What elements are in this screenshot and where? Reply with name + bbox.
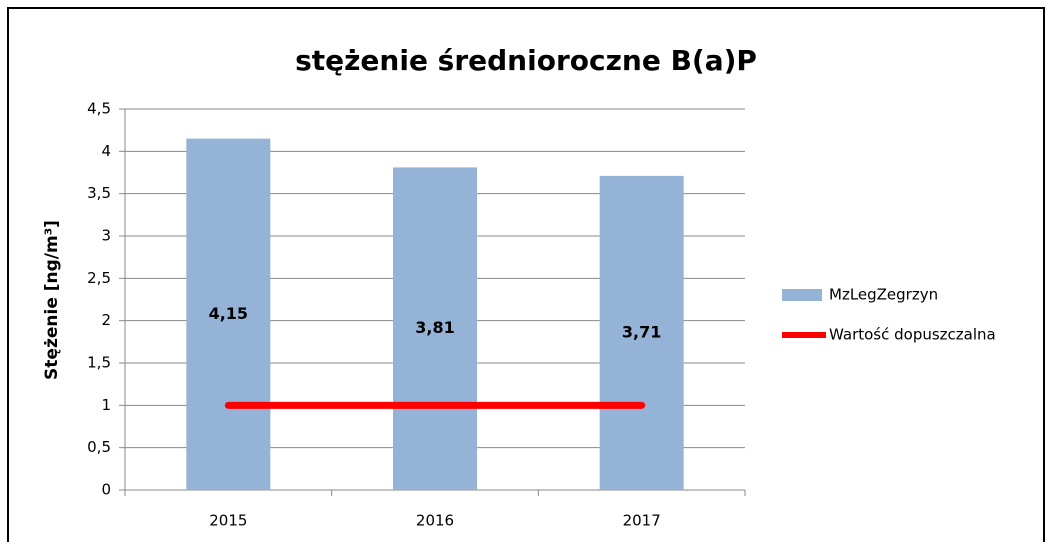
legend-label: Wartość dopuszczalna [829,326,996,344]
data-label: 3,81 [415,318,454,337]
x-tick-label: 2017 [623,512,661,530]
y-axis-label: Stężenie [ng/m³] [42,220,62,380]
legend-label: MzLegZegrzyn [829,286,938,304]
chart-frame [7,7,1045,542]
y-tick-label: 1 [101,396,111,414]
y-tick-label: 1,5 [87,354,111,372]
data-label: 3,71 [622,322,661,341]
legend-swatch [782,289,822,301]
y-tick-label: 4,5 [87,100,111,118]
chart-title: stężenie średnioroczne B(a)P [295,44,757,77]
y-tick-label: 0 [101,481,111,499]
bar [393,167,477,491]
y-tick-label: 3,5 [87,184,111,202]
bar [599,175,684,491]
y-tick-label: 0,5 [87,438,111,456]
bar [186,138,271,490]
y-tick-label: 2,5 [87,269,111,287]
x-tick-label: 2016 [416,512,454,530]
x-tick-label: 2015 [209,512,247,530]
y-tick-label: 4 [101,142,111,160]
y-tick-label: 3 [101,227,111,245]
data-label: 4,15 [209,304,248,323]
y-tick-label: 2 [101,311,111,329]
